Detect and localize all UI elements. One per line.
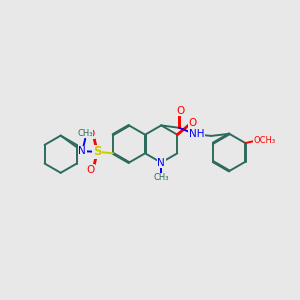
Text: S: S xyxy=(93,145,101,158)
Text: O: O xyxy=(188,118,196,128)
Text: CH₃: CH₃ xyxy=(154,173,169,182)
Text: N: N xyxy=(78,146,86,156)
Text: N: N xyxy=(157,158,165,168)
Text: OCH₃: OCH₃ xyxy=(254,136,276,145)
Text: NH: NH xyxy=(189,129,204,139)
Text: CH₃: CH₃ xyxy=(77,129,93,138)
Text: O: O xyxy=(177,106,185,116)
Text: O: O xyxy=(87,129,95,139)
Text: O: O xyxy=(87,165,95,175)
